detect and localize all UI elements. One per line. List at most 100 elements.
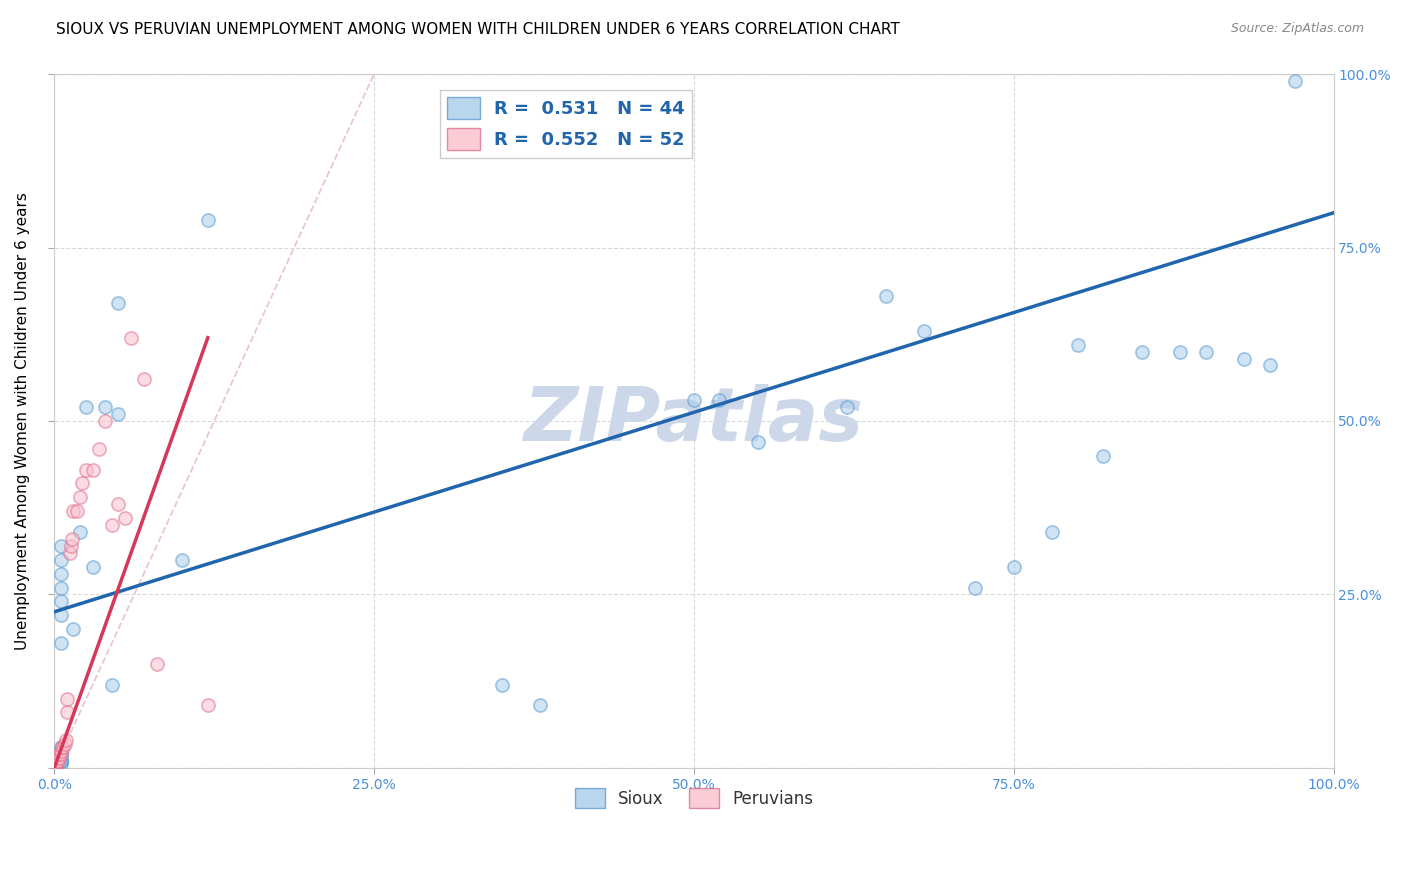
Point bbox=[49, 553, 72, 567]
Point bbox=[51, 740, 73, 755]
Text: SIOUX VS PERUVIAN UNEMPLOYMENT AMONG WOMEN WITH CHILDREN UNDER 6 YEARS CORRELATI: SIOUX VS PERUVIAN UNEMPLOYMENT AMONG WOM… bbox=[56, 22, 900, 37]
Point bbox=[49, 747, 72, 761]
Y-axis label: Unemployment Among Women with Children Under 6 years: Unemployment Among Women with Children U… bbox=[15, 192, 30, 650]
Point bbox=[45, 760, 67, 774]
Point bbox=[60, 532, 83, 546]
Point bbox=[1040, 524, 1063, 539]
Point bbox=[491, 678, 513, 692]
Point bbox=[55, 733, 77, 747]
Point bbox=[75, 462, 97, 476]
Point bbox=[45, 760, 67, 774]
Point bbox=[45, 758, 67, 772]
Point bbox=[53, 737, 76, 751]
Point bbox=[1194, 344, 1216, 359]
Point bbox=[45, 759, 67, 773]
Point bbox=[49, 740, 72, 755]
Point bbox=[49, 754, 72, 768]
Point bbox=[82, 559, 104, 574]
Point bbox=[52, 740, 75, 755]
Point bbox=[46, 754, 69, 768]
Point bbox=[45, 756, 67, 771]
Point bbox=[69, 491, 91, 505]
Point bbox=[49, 747, 72, 761]
Point bbox=[45, 760, 67, 774]
Point bbox=[56, 691, 79, 706]
Point bbox=[45, 754, 67, 768]
Point bbox=[49, 608, 72, 623]
Point bbox=[56, 706, 79, 720]
Point bbox=[1130, 344, 1153, 359]
Point bbox=[107, 296, 129, 310]
Point bbox=[1168, 344, 1191, 359]
Point bbox=[1002, 559, 1025, 574]
Point bbox=[45, 756, 67, 770]
Text: Source: ZipAtlas.com: Source: ZipAtlas.com bbox=[1230, 22, 1364, 36]
Point bbox=[49, 754, 72, 768]
Point bbox=[529, 698, 551, 713]
Point bbox=[59, 546, 82, 560]
Point bbox=[72, 476, 94, 491]
Point bbox=[45, 759, 67, 773]
Point bbox=[49, 750, 72, 764]
Point bbox=[1258, 359, 1281, 373]
Point bbox=[172, 553, 194, 567]
Point bbox=[747, 434, 769, 449]
Point bbox=[87, 442, 110, 456]
Point bbox=[107, 407, 129, 421]
Point bbox=[965, 581, 987, 595]
Point bbox=[45, 754, 67, 768]
Point bbox=[45, 760, 67, 774]
Point bbox=[45, 760, 67, 774]
Point bbox=[132, 372, 155, 386]
Point bbox=[94, 400, 117, 414]
Point bbox=[59, 539, 82, 553]
Point bbox=[45, 758, 67, 772]
Point bbox=[683, 393, 706, 408]
Point bbox=[49, 566, 72, 581]
Point bbox=[114, 511, 136, 525]
Point bbox=[49, 743, 72, 757]
Point bbox=[101, 518, 124, 533]
Point bbox=[145, 657, 167, 671]
Point bbox=[48, 750, 70, 764]
Point bbox=[1092, 449, 1115, 463]
Point bbox=[49, 539, 72, 553]
Point bbox=[912, 324, 935, 338]
Point bbox=[709, 393, 731, 408]
Point bbox=[48, 747, 70, 761]
Point bbox=[62, 504, 84, 518]
Point bbox=[49, 581, 72, 595]
Point bbox=[49, 594, 72, 608]
Point bbox=[45, 759, 67, 773]
Text: ZIPatlas: ZIPatlas bbox=[524, 384, 863, 458]
Point bbox=[45, 757, 67, 772]
Point bbox=[82, 462, 104, 476]
Point bbox=[101, 678, 124, 692]
Point bbox=[66, 504, 89, 518]
Point bbox=[45, 760, 67, 774]
Point bbox=[46, 750, 69, 764]
Point bbox=[197, 212, 219, 227]
Point bbox=[120, 331, 142, 345]
Point bbox=[49, 636, 72, 650]
Legend: Sioux, Peruvians: Sioux, Peruvians bbox=[568, 781, 820, 815]
Point bbox=[94, 414, 117, 428]
Point bbox=[69, 524, 91, 539]
Point bbox=[49, 757, 72, 772]
Point bbox=[197, 698, 219, 713]
Point bbox=[1233, 351, 1256, 366]
Point bbox=[75, 400, 97, 414]
Point bbox=[1284, 74, 1306, 88]
Point bbox=[62, 622, 84, 636]
Point bbox=[49, 754, 72, 768]
Point bbox=[875, 289, 897, 303]
Point bbox=[45, 757, 67, 772]
Point bbox=[49, 747, 72, 761]
Point bbox=[107, 497, 129, 511]
Point bbox=[45, 756, 67, 771]
Point bbox=[45, 759, 67, 773]
Point bbox=[1066, 337, 1088, 351]
Point bbox=[837, 400, 859, 414]
Point bbox=[45, 759, 67, 773]
Point bbox=[45, 757, 67, 772]
